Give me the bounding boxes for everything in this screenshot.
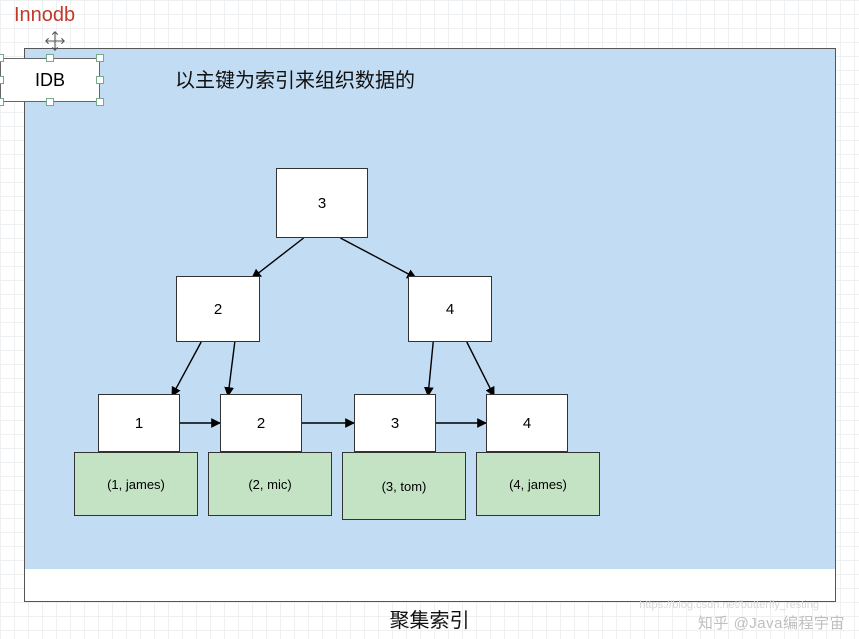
leaf-data-node: (2, mic) (208, 452, 332, 516)
tree-node: 2 (220, 394, 302, 452)
selection-handle[interactable] (96, 98, 104, 106)
watermark-small: https://blog.csdn.net/butterfly_resting (639, 599, 819, 611)
leaf-data-node: (1, james) (74, 452, 198, 516)
tree-node: 3 (354, 394, 436, 452)
diagram-subtitle: 以主键为索引来组织数据的 (175, 64, 415, 93)
selection-handle[interactable] (0, 76, 4, 84)
selection-handle[interactable] (0, 98, 4, 106)
tree-node: 2 (176, 276, 260, 342)
selection-handle[interactable] (96, 76, 104, 84)
selection-handle[interactable] (46, 98, 54, 106)
watermark-text: 知乎 @Java编程宇宙 (698, 612, 845, 633)
move-cursor-icon (44, 30, 66, 52)
tree-node: 1 (98, 394, 180, 452)
tree-node: 4 (408, 276, 492, 342)
selection-handle[interactable] (96, 54, 104, 62)
idb-label: IDB (35, 70, 65, 91)
selection-handle[interactable] (46, 54, 54, 62)
tree-node: 3 (276, 168, 368, 238)
selection-handle[interactable] (0, 54, 4, 62)
leaf-data-node: (4, james) (476, 452, 600, 516)
leaf-data-node: (3, tom) (342, 452, 466, 520)
idb-box[interactable]: IDB (0, 58, 100, 102)
diagram-title: Innodb (14, 4, 75, 27)
tree-node: 4 (486, 394, 568, 452)
